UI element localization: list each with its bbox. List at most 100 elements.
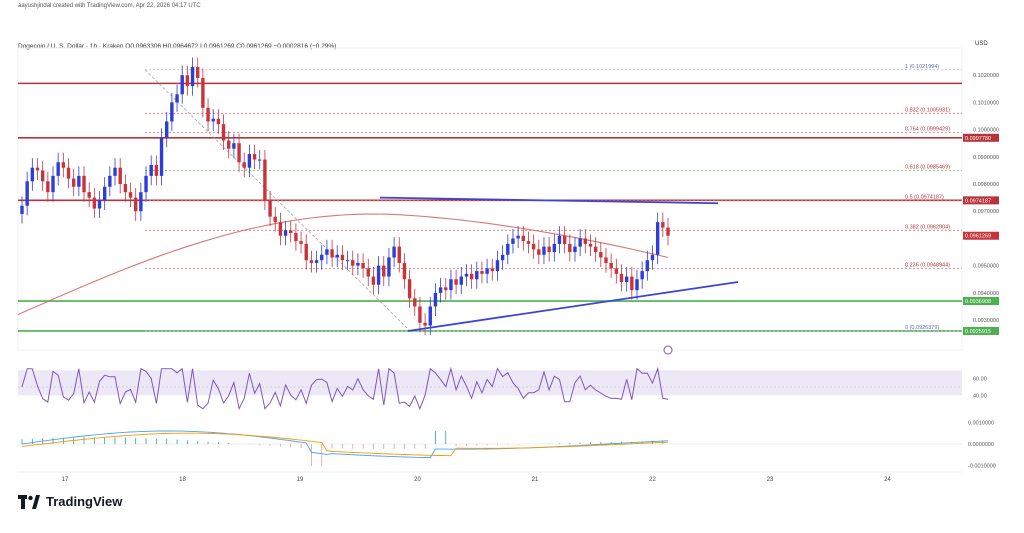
rsi-tick-label: 60.00 xyxy=(973,377,987,383)
candle-body xyxy=(537,249,541,255)
candle-body xyxy=(237,143,241,163)
candle-body xyxy=(655,222,660,255)
candle-body xyxy=(201,77,205,108)
candle-body xyxy=(392,246,396,258)
candle-body xyxy=(552,243,557,253)
ohlc-legend: Dogecoin / U. S. Dollar · 1h · Kraken O0… xyxy=(18,43,337,50)
candle-body xyxy=(51,175,55,193)
fib-level-label: 0.382 (0.0962904) xyxy=(905,224,950,230)
fib-level-label: 0.832 (0.1005931) xyxy=(905,107,950,113)
candle-body xyxy=(562,235,567,244)
candle-body xyxy=(573,246,577,253)
candle-body xyxy=(650,254,655,261)
y-tick-label: 0.1010000 xyxy=(973,100,999,106)
fib-level-label: 0.5 (0.0974187) xyxy=(905,194,944,200)
candle-body xyxy=(154,164,159,176)
macd-tick-label: -0.0010000 xyxy=(968,464,996,470)
candle-body xyxy=(464,273,469,277)
candle-body xyxy=(387,257,391,277)
candle-body xyxy=(371,276,376,285)
candle-body xyxy=(20,205,24,214)
y-tick-label: 0.0970000 xyxy=(973,209,999,215)
candle-body xyxy=(495,260,500,272)
candle-body xyxy=(252,154,257,160)
fib-level-label: 1 (0.1021994) xyxy=(905,64,939,70)
candle-body xyxy=(71,178,76,187)
candle-body xyxy=(666,227,670,236)
price-tag-label: 0.0997780 xyxy=(965,136,991,142)
moving-average-line xyxy=(17,213,669,316)
candle-body xyxy=(376,265,381,285)
candle-body xyxy=(635,279,639,291)
candle-body xyxy=(232,143,236,149)
candle-body xyxy=(557,235,562,244)
candle-body xyxy=(159,137,164,176)
tradingview-logo: TradingView xyxy=(18,494,122,509)
candle-body xyxy=(206,107,210,122)
candle-body xyxy=(418,306,422,323)
candle-body xyxy=(113,167,117,176)
fib-trend-line xyxy=(144,69,411,332)
candle-body xyxy=(599,252,603,258)
candle-body xyxy=(25,181,29,206)
macd-line xyxy=(21,430,669,459)
candle-body xyxy=(475,271,479,280)
y-tick-label: 0.0930000 xyxy=(973,318,999,324)
candle-body xyxy=(299,241,303,244)
candle-body xyxy=(485,268,489,274)
candle-body xyxy=(87,192,91,198)
candle-body xyxy=(273,216,277,223)
candle-body xyxy=(278,222,283,236)
candle-body xyxy=(345,260,350,262)
candle-body xyxy=(268,200,272,217)
candle-body xyxy=(428,306,432,326)
candle-body xyxy=(40,170,45,182)
candle-body xyxy=(516,235,520,239)
channel-upper-line xyxy=(379,196,719,205)
x-tick-label: 23 xyxy=(767,477,774,483)
fib-level-label: 0.236 (0.0948944) xyxy=(905,262,950,268)
tradingview-logo-icon xyxy=(18,494,40,509)
price-tag-label: 0.0925915 xyxy=(965,329,991,335)
candle-body xyxy=(356,262,360,266)
macd-signal-line xyxy=(21,432,669,457)
candle-body xyxy=(542,246,546,255)
candle-body xyxy=(382,265,386,277)
candle-body xyxy=(614,268,619,274)
event-marker-icon xyxy=(663,345,673,355)
channel-lower-line xyxy=(407,281,739,332)
y-tick-label: 0.0940000 xyxy=(973,291,999,297)
candle-body xyxy=(61,162,66,168)
candle-body xyxy=(459,276,463,285)
candle-body xyxy=(227,140,231,149)
candle-body xyxy=(531,243,536,250)
candle-body xyxy=(30,167,35,182)
candle-body xyxy=(211,118,215,122)
candle-body xyxy=(640,271,644,280)
candle-body xyxy=(123,184,128,193)
candle-body xyxy=(221,124,226,141)
x-tick-label: 20 xyxy=(414,477,421,483)
price-tag xyxy=(963,231,999,240)
fib-level-label: 0.764 (0.0999429) xyxy=(905,126,950,132)
candle-body xyxy=(263,159,267,201)
candle-body xyxy=(175,94,179,103)
candle-body xyxy=(506,243,510,255)
candle-body xyxy=(320,254,324,261)
currency-label: USD xyxy=(975,41,988,47)
candle-body xyxy=(35,167,40,171)
candle-body xyxy=(449,279,453,291)
candle-body xyxy=(578,238,582,247)
y-tick-label: 0.0990000 xyxy=(973,155,999,161)
x-tick-label: 19 xyxy=(297,477,304,483)
y-tick-label: 0.1000000 xyxy=(973,128,999,134)
candle-body xyxy=(568,243,572,253)
candle-body xyxy=(149,164,153,176)
candle-body xyxy=(624,276,629,282)
price-tag-label: 0.0974187 xyxy=(965,198,991,204)
candle-body xyxy=(454,279,458,285)
price-tag xyxy=(963,133,999,142)
attribution-text: aayushjindal created with TradingView.co… xyxy=(18,3,201,9)
candle-body xyxy=(593,246,598,253)
